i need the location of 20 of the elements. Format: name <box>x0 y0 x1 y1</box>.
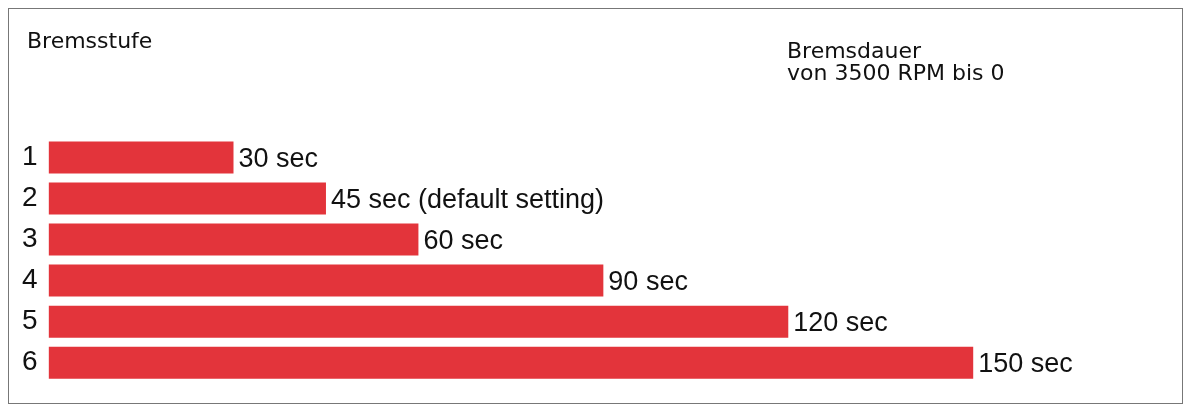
bar <box>48 264 604 297</box>
y-tick-label: 6 <box>21 345 38 377</box>
data-label: 120 sec <box>793 307 888 338</box>
data-label: 45 sec (default setting) <box>330 184 605 214</box>
y-tick-label: 1 <box>21 140 38 172</box>
x-axis-title: Bremsdauer von 3500 RPM bis 0 <box>787 37 1005 85</box>
data-label: 90 sec <box>608 266 688 297</box>
y-tick-label: 4 <box>21 263 38 295</box>
bar <box>48 141 234 174</box>
bar <box>48 223 419 256</box>
bar <box>48 305 789 338</box>
data-label: 30 sec <box>238 142 319 173</box>
data-label: 60 sec <box>423 225 503 256</box>
bar <box>48 346 974 379</box>
y-tick-label: 5 <box>21 304 38 336</box>
y-axis-title: Bremsstufe <box>27 27 153 53</box>
y-tick-label: 3 <box>21 222 38 254</box>
bar <box>48 182 326 215</box>
data-label: 150 sec <box>978 348 1073 379</box>
y-tick-label: 2 <box>21 181 38 213</box>
